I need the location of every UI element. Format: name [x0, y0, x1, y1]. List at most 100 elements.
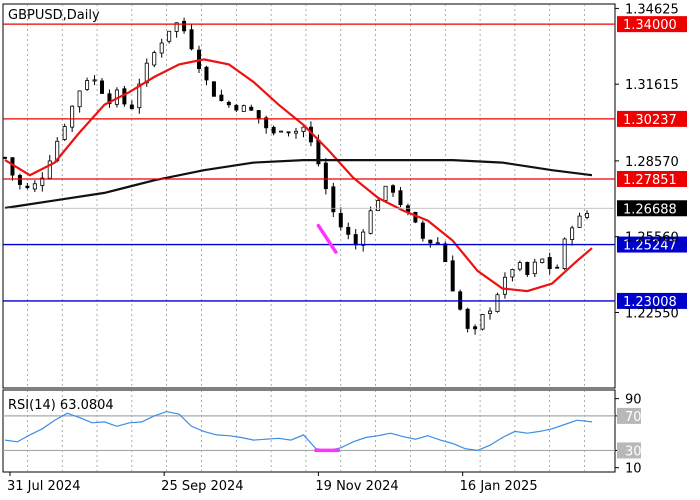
x-tick-label: 25 Sep 2024	[161, 479, 243, 494]
level-label: 1.27851	[623, 173, 677, 188]
candle-body	[473, 326, 478, 330]
rsi-title: RSI(14) 63.0804	[8, 398, 114, 413]
candle-body	[435, 242, 440, 245]
candle-body	[234, 104, 239, 111]
candle-body	[517, 262, 522, 270]
rsi-panel: 90 70 30 10	[2, 389, 642, 477]
candle-body	[32, 183, 37, 190]
current-price-box	[617, 200, 687, 217]
level-label: 1.30237	[623, 113, 677, 128]
level-label-box	[617, 16, 687, 33]
candle-body	[77, 90, 82, 108]
rsi-y-tick-label: 10	[625, 462, 642, 477]
candle-body	[174, 22, 179, 32]
candle-body	[249, 106, 254, 111]
candle-body	[100, 80, 105, 94]
rsi-level-box	[617, 407, 641, 424]
candle-body	[495, 294, 500, 313]
candle-body	[25, 185, 30, 189]
candle-body	[211, 81, 216, 97]
candle-body	[338, 212, 343, 228]
candle-body	[167, 30, 172, 42]
candle-body	[241, 105, 246, 112]
x-axis: 31 Jul 2024 25 Sep 2024 19 Nov 2024 16 Jan …	[7, 472, 538, 494]
candle-body	[323, 162, 328, 190]
x-tick-label: 19 Nov 2024	[315, 479, 398, 494]
x-tick-label: 16 Jan 2025	[460, 479, 538, 494]
candle-body	[450, 260, 455, 292]
candle-body	[137, 83, 142, 109]
candle-body	[256, 110, 261, 120]
candle-body	[376, 200, 381, 212]
candle-body	[465, 308, 470, 329]
candle-body	[398, 190, 403, 206]
candle-body	[85, 80, 90, 90]
candle-body	[264, 117, 269, 129]
candle-body	[368, 210, 373, 234]
rsi-y-tick-label: 30	[625, 444, 642, 459]
candle-body	[226, 101, 231, 106]
y-tick-label: 1.31615	[625, 78, 679, 93]
y-tick-label: 1.34625	[625, 2, 679, 17]
price-panel: 1.34000 1.30237 1.27851 1.25247 1.23008 1.346…	[2, 2, 687, 389]
candle-body	[570, 227, 575, 240]
y-tick-label: 1.22550	[625, 306, 679, 321]
rsi-y-tick-label: 90	[625, 393, 642, 408]
candle-body	[585, 213, 590, 218]
level-label: 1.23008	[623, 295, 677, 310]
candle-body	[443, 243, 448, 263]
candle-body	[555, 266, 560, 269]
rsi-line	[4, 410, 593, 452]
candle-body	[189, 29, 194, 50]
current-price-label: 1.26688	[623, 202, 677, 217]
candle-body	[383, 185, 388, 201]
candle-body	[532, 261, 537, 275]
candle-body	[510, 269, 515, 278]
candle-body	[92, 79, 97, 82]
candle-body	[17, 175, 22, 185]
candle-body	[562, 238, 567, 269]
moving-average-short	[4, 58, 593, 293]
level-label-box	[617, 110, 687, 127]
trend-annotation	[316, 223, 338, 254]
candle-body	[420, 222, 425, 239]
candle-body	[159, 42, 164, 54]
candle-body	[286, 131, 291, 134]
candle-body	[107, 93, 112, 105]
candle-body	[346, 226, 351, 235]
moving-average-long	[4, 159, 593, 210]
candle-body	[219, 94, 224, 102]
candle-body	[182, 20, 187, 32]
candle-body	[62, 126, 67, 140]
candle-body	[361, 231, 366, 246]
level-label-box	[617, 292, 687, 309]
candle-body	[547, 257, 552, 270]
candle-body	[40, 177, 45, 186]
candle-body	[413, 211, 418, 223]
candle-body	[577, 215, 582, 228]
candles	[3, 17, 590, 335]
candle-body	[391, 185, 396, 193]
y-tick-label: 1.25560	[625, 231, 679, 246]
candle-body	[301, 126, 306, 132]
rsi-panel-frame	[2, 389, 616, 473]
candle-body	[3, 156, 8, 159]
level-label: 1.34000	[623, 18, 677, 33]
candle-body	[204, 66, 209, 81]
candle-body	[331, 186, 336, 213]
candle-body	[294, 130, 299, 134]
candle-body	[525, 261, 530, 276]
candle-body	[502, 276, 507, 295]
candle-body	[353, 234, 358, 246]
level-label: 1.25247	[623, 239, 677, 254]
y-tick-label: 1.28570	[625, 155, 679, 170]
candle-body	[540, 258, 545, 263]
rsi-y-tick-label: 70	[625, 410, 642, 425]
candle-body	[428, 239, 433, 244]
candle-body	[279, 130, 284, 133]
candle-body	[70, 105, 75, 128]
level-label-box	[617, 170, 687, 187]
candle-body	[152, 52, 157, 66]
symbol-label: GBPUSD,Daily	[8, 8, 100, 23]
